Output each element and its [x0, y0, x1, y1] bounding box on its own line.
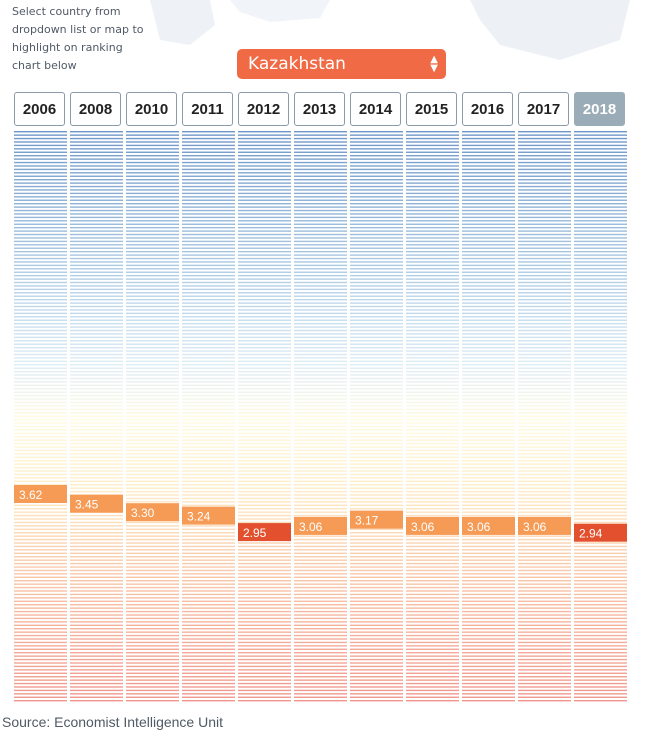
selected-country: Kazakhstan	[248, 54, 346, 74]
value-label-2015: 3.06	[411, 520, 435, 534]
highlight-bar-2006[interactable]	[14, 485, 67, 503]
year-tab-2012[interactable]: 2012	[238, 92, 289, 126]
year-tabs: 2006 2008 2010 2011 2012 2013 2014 2015 2016 2017…	[14, 92, 630, 128]
highlight-bar-2010[interactable]	[126, 503, 179, 522]
year-tab-2018[interactable]: 2018	[574, 92, 625, 126]
ranking-column-2016[interactable]	[462, 131, 515, 702]
highlight-bar-2012[interactable]	[238, 523, 291, 542]
year-tab-2006[interactable]: 2006	[14, 92, 65, 126]
year-tab-2017[interactable]: 2017	[518, 92, 569, 126]
ranking-chart: 3.62 3.45 3.30 3.24 2.95 3.06 3.17 3.06 3.06 3.06…	[0, 128, 650, 708]
year-tab-2010[interactable]: 2010	[126, 92, 177, 126]
value-label-2010: 3.30	[131, 506, 155, 520]
value-label-2018: 2.94	[579, 527, 603, 541]
value-label-2013: 3.06	[299, 520, 323, 534]
year-tab-2016[interactable]: 2016	[462, 92, 513, 126]
year-tab-2014[interactable]: 2014	[350, 92, 401, 126]
value-label-2017: 3.06	[523, 520, 547, 534]
ranking-column-2012[interactable]	[238, 131, 291, 702]
ranking-column-2006[interactable]	[14, 131, 67, 702]
value-label-2016: 3.06	[467, 520, 491, 534]
value-label-2012: 2.95	[243, 526, 267, 540]
ranking-column-2011[interactable]	[182, 131, 235, 702]
value-label-2014: 3.17	[355, 514, 379, 528]
highlight-bar-2015[interactable]	[406, 516, 459, 535]
highlight-bar-2013[interactable]	[294, 516, 347, 535]
year-tab-2008[interactable]: 2008	[70, 92, 121, 126]
value-label-2008: 3.45	[75, 498, 99, 512]
ranking-column-2010[interactable]	[126, 131, 179, 702]
year-tab-2011[interactable]: 2011	[182, 92, 233, 126]
value-label-2011: 3.24	[187, 510, 211, 524]
year-tab-2013[interactable]: 2013	[294, 92, 345, 126]
chevron-up-down-icon: ▲ ▼	[430, 54, 438, 74]
country-select[interactable]: Kazakhstan ▲ ▼	[237, 49, 446, 79]
instructions-text: Select country from dropdown list or map…	[12, 5, 144, 72]
highlight-bar-2014[interactable]	[350, 510, 403, 529]
highlight-bar-2011[interactable]	[182, 506, 235, 525]
world-map-background[interactable]	[0, 0, 650, 95]
highlight-bar-2018[interactable]	[574, 523, 627, 542]
highlight-bar-2008[interactable]	[70, 494, 123, 513]
ranking-column-2008[interactable]	[70, 131, 123, 702]
source-note: Source: Economist Intelligence Unit	[2, 714, 223, 730]
ranking-column-2015[interactable]	[406, 131, 459, 702]
highlight-bar-2017[interactable]	[518, 516, 571, 535]
ranking-column-2014[interactable]	[350, 131, 403, 702]
value-label-2006: 3.62	[19, 488, 43, 502]
year-tab-2015[interactable]: 2015	[406, 92, 457, 126]
highlight-bar-2016[interactable]	[462, 516, 515, 535]
